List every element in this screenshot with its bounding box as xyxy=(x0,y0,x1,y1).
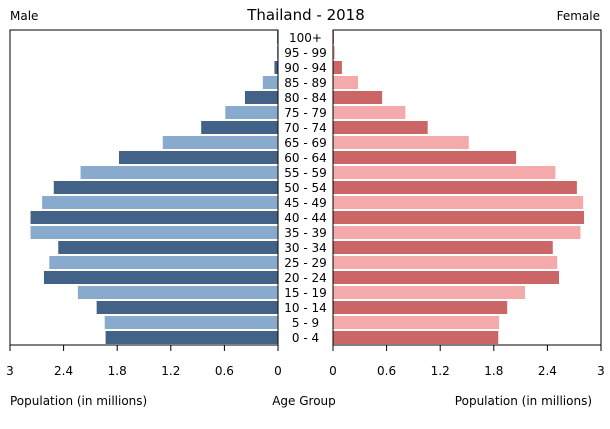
age-group-label: 95 - 99 xyxy=(284,46,327,60)
male-bar xyxy=(49,256,278,269)
male-bar xyxy=(77,286,278,299)
female-bar xyxy=(333,196,584,209)
tick-label-left: 1.2 xyxy=(161,364,180,378)
tick-label-right: 1.8 xyxy=(484,364,503,378)
male-bar xyxy=(104,316,279,329)
male-bar xyxy=(42,196,278,209)
tick-label-right: 1.2 xyxy=(431,364,450,378)
age-group-label: 80 - 84 xyxy=(284,91,327,105)
male-bar xyxy=(96,301,278,314)
female-bar xyxy=(333,61,342,74)
tick-label-right: 0.6 xyxy=(377,364,396,378)
female-bar xyxy=(333,136,469,149)
tick-label-left: 2.4 xyxy=(54,364,73,378)
female-bar xyxy=(333,316,500,329)
tick-label-right: 3 xyxy=(597,364,605,378)
male-bar xyxy=(43,271,278,284)
tick-label-left: 0 xyxy=(274,364,282,378)
female-bar xyxy=(333,46,335,59)
male-bar xyxy=(244,91,278,104)
age-group-label: 0 - 4 xyxy=(292,331,319,345)
age-group-label: 50 - 54 xyxy=(284,181,327,195)
age-group-label: 85 - 89 xyxy=(284,76,327,90)
female-bar xyxy=(333,256,558,269)
tick-label-right: 2.4 xyxy=(538,364,557,378)
male-bar xyxy=(30,226,279,239)
female-bar xyxy=(333,181,577,194)
age-group-label: 5 - 9 xyxy=(292,316,319,330)
tick-label-left: 3 xyxy=(6,364,14,378)
male-bar xyxy=(201,121,278,134)
age-group-label: 30 - 34 xyxy=(284,241,327,255)
x-axis-label-right: Population (in millions) xyxy=(455,394,592,408)
male-bar xyxy=(225,106,278,119)
female-bar xyxy=(333,271,560,284)
female-bar xyxy=(333,106,406,119)
age-group-label: 45 - 49 xyxy=(284,196,327,210)
female-bar xyxy=(333,121,428,134)
male-bar xyxy=(58,241,278,254)
age-group-label: 60 - 64 xyxy=(284,151,327,165)
age-group-label: 20 - 24 xyxy=(284,271,327,285)
female-plot-frame xyxy=(332,29,602,346)
male-bar xyxy=(262,76,278,89)
age-group-label: 90 - 94 xyxy=(284,61,327,75)
age-group-label: 65 - 69 xyxy=(284,136,327,150)
male-label: Male xyxy=(10,9,38,23)
female-bar xyxy=(333,331,499,344)
female-bar xyxy=(333,166,556,179)
female-bar xyxy=(333,91,383,104)
age-group-label: 100+ xyxy=(289,31,322,45)
x-axis-label-left: Population (in millions) xyxy=(10,394,147,408)
x-axis-label-center: Age Group xyxy=(272,394,336,408)
male-bar xyxy=(30,211,279,224)
tick-label-left: 1.8 xyxy=(108,364,127,378)
female-bar xyxy=(333,151,517,164)
tick-label-right: 0 xyxy=(329,364,337,378)
male-bar xyxy=(53,181,279,194)
male-bar xyxy=(118,151,278,164)
female-bar xyxy=(333,226,581,239)
male-plot-frame xyxy=(9,29,279,346)
age-group-label: 10 - 14 xyxy=(284,301,327,315)
chart-title: Thailand - 2018 xyxy=(246,6,365,24)
female-bar xyxy=(333,301,508,314)
male-bar xyxy=(274,61,278,74)
age-group-label: 15 - 19 xyxy=(284,286,327,300)
female-bar xyxy=(333,286,526,299)
female-label: Female xyxy=(557,9,600,23)
male-bar xyxy=(80,166,278,179)
tick-label-left: 0.6 xyxy=(215,364,234,378)
female-bar xyxy=(333,211,585,224)
female-bar xyxy=(333,76,359,89)
age-group-label: 40 - 44 xyxy=(284,211,327,225)
female-bar xyxy=(333,241,553,254)
age-group-label: 25 - 29 xyxy=(284,256,327,270)
age-group-label: 75 - 79 xyxy=(284,106,327,120)
male-bar xyxy=(105,331,278,344)
male-bar xyxy=(162,136,278,149)
age-group-label: 35 - 39 xyxy=(284,226,327,240)
age-group-label: 55 - 59 xyxy=(284,166,327,180)
age-group-label: 70 - 74 xyxy=(284,121,327,135)
